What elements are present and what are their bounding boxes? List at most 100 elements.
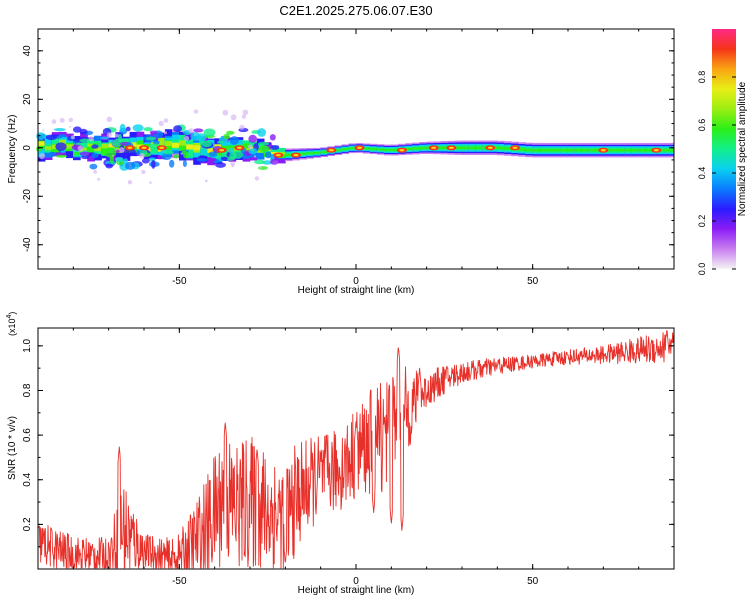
spectrogram-blob [215, 162, 226, 168]
spectrogram-speck [204, 179, 208, 183]
spectrogram-cell [207, 148, 215, 153]
spectrogram-blob [248, 148, 258, 155]
snr-multiplier: (x104) [6, 312, 17, 336]
spectrogram-blob [79, 138, 91, 143]
spectrogram-cell [440, 146, 449, 149]
spectrogram-speck [241, 114, 247, 119]
spectrogram-blob [228, 147, 235, 154]
spectrogram-speck [193, 109, 199, 114]
spectrogram-cell [186, 142, 194, 158]
spectrogram-blob [55, 154, 68, 158]
spectrogram-cell [497, 146, 505, 150]
spectrogram-cell [624, 148, 632, 152]
spectrogram-blob [141, 158, 150, 164]
spectrogram-blob [201, 140, 212, 147]
snr-ytick-label: 1.0 [22, 338, 33, 352]
spectrogram-cell [574, 148, 583, 152]
spectrogram-blob [109, 155, 114, 164]
spectrogram-cell [129, 142, 138, 147]
spectrogram-cell [44, 136, 53, 150]
spectrogram-cell [504, 147, 512, 150]
spectrogram-blob [125, 126, 131, 132]
spectrogram-peak-core [159, 146, 165, 149]
spectrogram-cell [157, 137, 166, 147]
spectrogram-panel: -50 0 50 -40 -20 0 20 40 Height of straight lin… [7, 28, 675, 296]
spectrogram-blob [36, 145, 42, 152]
spectrogram-cell [666, 148, 675, 152]
spectrogram-cell [51, 137, 60, 151]
spectrogram-cell [553, 148, 562, 152]
spectrogram-xlabel: Height of straight line (km) [298, 285, 415, 296]
spectrogram-speck [93, 170, 98, 174]
spectrogram-blob [269, 134, 276, 141]
spectrogram-cell [659, 148, 668, 152]
spectrogram-cell [341, 148, 350, 151]
spectrogram-cell [610, 148, 618, 152]
spectrogram-blob [89, 163, 98, 170]
spectrogram-blob [229, 152, 237, 160]
spectrogram-blob [100, 136, 110, 140]
spectrogram-cell [412, 147, 420, 150]
spectrogram-speck [114, 133, 119, 138]
spectrogram-speck [127, 180, 133, 185]
spectrogram-speck [59, 117, 65, 123]
spectrogram-peak-core [293, 153, 299, 157]
spectrogram-cell [461, 146, 470, 150]
spectrogram-blob [132, 124, 144, 132]
spectrogram-blob [91, 144, 99, 149]
spectrogram-cell [101, 146, 109, 155]
spectrogram-cell [313, 152, 321, 154]
spectrogram-cell [581, 148, 590, 152]
snr-ytick-label: 0.8 [22, 383, 33, 397]
spectrogram-cell [617, 148, 625, 152]
snr-xtick-label: -50 [172, 576, 187, 587]
spectrogram-cell [256, 147, 265, 160]
spectrogram-blob [223, 133, 231, 140]
spectrogram-cell [242, 143, 251, 151]
spectrogram-blob [49, 151, 57, 157]
spectrogram-blob [143, 127, 153, 132]
spectrogram-cell [391, 149, 399, 151]
spectrogram-speck [139, 153, 145, 159]
colorbar-label: Normalized spectral amplitude [737, 81, 748, 216]
spectrogram-blob [270, 159, 279, 165]
spectrogram-speck [230, 114, 237, 121]
spectrogram-cell [645, 148, 654, 152]
figure-title: C2E1.2025.275.06.07.E30 [279, 3, 432, 18]
spectrogram-cell [172, 142, 180, 148]
spectrogram-xtick-label: 50 [527, 276, 539, 287]
spectrogram-speck [242, 109, 249, 116]
spectrogram-blob [196, 133, 207, 142]
spectrogram-blob [182, 159, 187, 167]
spectrogram-peak-core [141, 146, 147, 149]
spectrogram-cell [567, 148, 576, 152]
spectrogram-cell [186, 139, 194, 149]
spectrogram-cell [405, 148, 413, 151]
spectrogram-cell [186, 144, 194, 150]
spectrogram-speck [119, 147, 125, 153]
spectrogram-blob [44, 149, 51, 153]
spectrogram-blob [217, 140, 225, 144]
spectrogram-speck [112, 154, 114, 157]
spectrogram-ytick-label: 40 [22, 45, 33, 57]
spectrogram-blob [104, 148, 117, 158]
spectrogram-peak-core [431, 146, 437, 149]
spectrogram-cell [108, 143, 117, 148]
spectrogram-blob [173, 125, 183, 133]
spectrogram-blob [258, 145, 270, 153]
spectrogram-speck [88, 136, 94, 142]
spectrogram-blob [169, 159, 175, 168]
spectrogram-ytick-label: 0 [22, 145, 33, 151]
spectrogram-cell [179, 140, 187, 151]
spectrogram-peak-core [275, 153, 281, 157]
spectrogram-speck [180, 152, 183, 155]
spectrogram-cell [560, 148, 569, 152]
spectrogram-cell [518, 148, 526, 151]
spectrogram-blob [79, 128, 88, 135]
spectrogram-blob [196, 158, 208, 162]
snr-ylabel: SNR (10 * v/v) [7, 416, 18, 480]
spectrogram-cell [37, 141, 46, 146]
spectrogram-cell [270, 151, 279, 155]
spectrogram-speck [248, 144, 253, 150]
spectrogram-cell [588, 148, 597, 152]
